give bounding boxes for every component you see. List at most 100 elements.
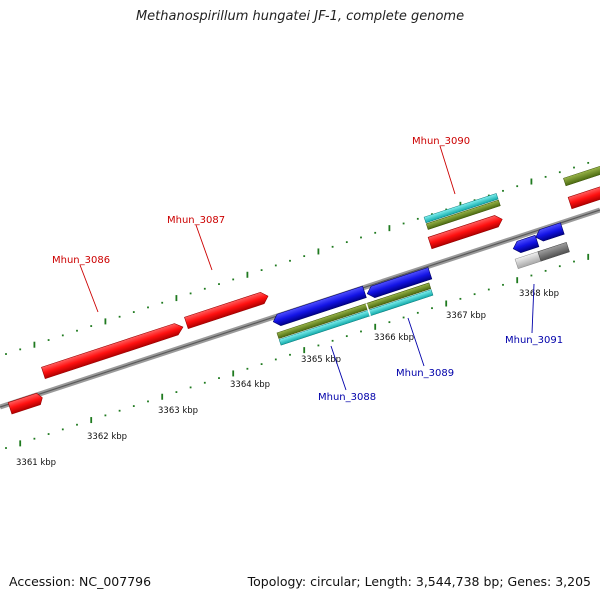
minor-tick: [218, 377, 220, 379]
genome-summary-text: Topology: circular; Length: 3,544,738 bp…: [247, 574, 591, 589]
scale-label: 3363 kbp: [158, 406, 198, 416]
feature-bar-grey-light[interactable]: [514, 251, 542, 269]
minor-tick: [487, 288, 490, 291]
gene-arrow-mhun-3089[interactable]: [365, 267, 433, 299]
leader-mhun-3090: [439, 145, 456, 195]
gene-label-mhun-3090[interactable]: Mhun_3090: [412, 136, 470, 147]
leader-mhun-3087: [195, 224, 213, 271]
minor-tick: [203, 287, 206, 290]
minor-tick: [402, 222, 405, 225]
scale-label: 3367 kbp: [446, 311, 486, 321]
feature-bar-grey-dark[interactable]: [537, 241, 570, 262]
gene-label-mhun-3088[interactable]: Mhun_3088: [318, 392, 376, 403]
minor-tick: [33, 437, 36, 440]
minor-tick: [487, 194, 490, 197]
forward-strand-features: [7, 156, 600, 415]
minor-tick: [573, 166, 575, 169]
gene-arrow-mhun-3091-b[interactable]: [534, 222, 565, 243]
gene-label-mhun-3087[interactable]: Mhun_3087: [167, 215, 225, 226]
major-tick: [388, 225, 391, 232]
minor-tick: [90, 325, 93, 327]
gene-arrow-mhun-3090[interactable]: [427, 214, 504, 250]
minor-tick: [5, 353, 7, 355]
minor-tick: [274, 358, 277, 361]
minor-tick: [274, 264, 277, 267]
gene-label-mhun-3089[interactable]: Mhun_3089: [396, 368, 454, 379]
major-tick: [104, 318, 107, 325]
gene-arrow-mhun-3091-a[interactable]: [511, 234, 540, 254]
minor-tick: [289, 353, 291, 356]
minor-tick: [118, 315, 121, 318]
minor-tick: [317, 344, 320, 347]
scale-label: 3364 kbp: [230, 380, 270, 390]
feature-bar-cyan-lower[interactable]: [278, 289, 434, 346]
minor-tick: [47, 339, 50, 341]
leader-mhun-3086: [79, 264, 99, 313]
major-tick: [19, 440, 22, 447]
major-tick: [317, 248, 320, 255]
feature-bar-olive-edge[interactable]: [563, 156, 600, 187]
minor-tick: [530, 274, 533, 277]
minor-tick: [459, 297, 462, 300]
feature-bar-olive-lower[interactable]: [276, 282, 432, 339]
gene-arrow-right-edge[interactable]: [567, 175, 600, 210]
scale-label: 3362 kbp: [87, 432, 127, 442]
gene-arrow-mhun-3088[interactable]: [271, 285, 367, 327]
tick-track-lower: [5, 253, 590, 449]
minor-tick: [232, 278, 235, 281]
scale-label: 3365 kbp: [301, 355, 341, 365]
minor-tick: [516, 185, 519, 188]
minor-tick: [132, 311, 135, 313]
gene-label-mhun-3091[interactable]: Mhun_3091: [505, 335, 563, 346]
minor-tick: [203, 381, 206, 384]
major-tick: [33, 341, 36, 348]
leader-mhun-3089: [407, 317, 425, 367]
minor-tick: [147, 400, 149, 403]
major-tick: [161, 393, 164, 400]
minor-tick: [445, 208, 448, 211]
minor-tick: [502, 189, 504, 192]
minor-tick: [147, 306, 149, 309]
minor-tick: [331, 245, 334, 248]
minor-tick: [161, 301, 164, 304]
major-tick: [246, 271, 249, 278]
minor-tick: [76, 423, 78, 426]
feature-bar-olive-upper[interactable]: [425, 199, 501, 230]
minor-tick: [19, 348, 22, 351]
scale-label: 3361 kbp: [16, 458, 56, 468]
gene-labels: Mhun_3086 Mhun_3087 Mhun_3090 Mhun_3088 …: [52, 136, 563, 403]
feature-bar-cyan-upper[interactable]: [423, 193, 499, 224]
minor-tick: [175, 391, 178, 393]
minor-tick: [303, 255, 306, 258]
minor-tick: [132, 405, 135, 407]
accession-text: Accession: NC_007796: [9, 574, 152, 589]
gene-label-mhun-3086[interactable]: Mhun_3086: [52, 255, 110, 266]
tick-track-upper: [5, 161, 590, 355]
minor-tick: [431, 307, 433, 310]
reverse-strand-features: [271, 222, 570, 346]
gene-arrow-mhun-3087[interactable]: [184, 290, 269, 330]
minor-tick: [558, 265, 561, 268]
scale-labels: 3361 kbp 3362 kbp 3363 kbp 3364 kbp 3365…: [16, 289, 559, 468]
minor-tick: [104, 414, 107, 417]
scale-label: 3368 kbp: [519, 289, 559, 299]
minor-tick: [345, 241, 348, 244]
minor-tick: [573, 260, 575, 263]
minor-tick: [47, 433, 50, 435]
minor-tick: [189, 386, 192, 389]
minor-tick: [502, 283, 504, 286]
leader-mhun-3091: [531, 283, 535, 334]
gene-arrow-left-edge[interactable]: [7, 392, 44, 415]
minor-tick: [61, 334, 64, 337]
minor-tick: [118, 409, 121, 412]
minor-tick: [374, 231, 377, 234]
major-tick: [587, 253, 590, 260]
gene-arrow-mhun-3086[interactable]: [41, 321, 184, 380]
minor-tick: [431, 213, 433, 216]
minor-tick: [473, 199, 476, 202]
minor-tick: [331, 339, 334, 342]
minor-tick: [189, 292, 192, 295]
minor-tick: [218, 283, 220, 285]
major-tick: [445, 300, 448, 307]
leader-mhun-3088: [330, 345, 347, 391]
